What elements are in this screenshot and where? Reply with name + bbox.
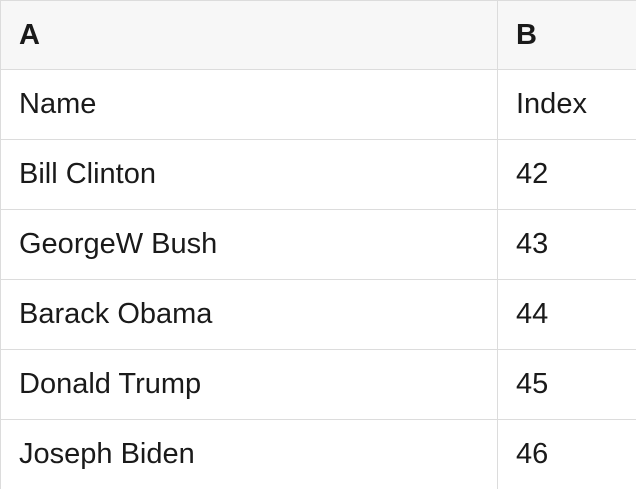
- table-cell[interactable]: 42: [516, 158, 549, 190]
- table-cell[interactable]: Index: [516, 88, 587, 120]
- table-cell[interactable]: 43: [516, 228, 549, 260]
- table-cell[interactable]: GeorgeW Bush: [1, 210, 498, 279]
- table-row: Joseph Biden 46: [1, 420, 636, 489]
- column-header-a[interactable]: A: [1, 1, 498, 69]
- table-cell[interactable]: Joseph Biden: [1, 420, 498, 489]
- table-row: Donald Trump 45: [1, 350, 636, 420]
- column-header-b[interactable]: B: [516, 18, 537, 51]
- table-cell[interactable]: Bill Clinton: [1, 140, 498, 209]
- table-row: Bill Clinton 42: [1, 140, 636, 210]
- table-cell[interactable]: 45: [516, 368, 549, 400]
- table-cell[interactable]: Donald Trump: [1, 350, 498, 419]
- table-cell[interactable]: 46: [516, 438, 549, 470]
- table-cell[interactable]: Name: [1, 70, 498, 139]
- table-cell[interactable]: Barack Obama: [1, 280, 498, 349]
- table-row: Barack Obama 44: [1, 280, 636, 350]
- table-row: GeorgeW Bush 43: [1, 210, 636, 280]
- table-cell[interactable]: 44: [516, 298, 549, 330]
- table-header-row: A B: [1, 1, 636, 70]
- table-body: Name Index Bill Clinton 42 GeorgeW Bush …: [1, 70, 636, 489]
- table-row: Name Index: [1, 70, 636, 140]
